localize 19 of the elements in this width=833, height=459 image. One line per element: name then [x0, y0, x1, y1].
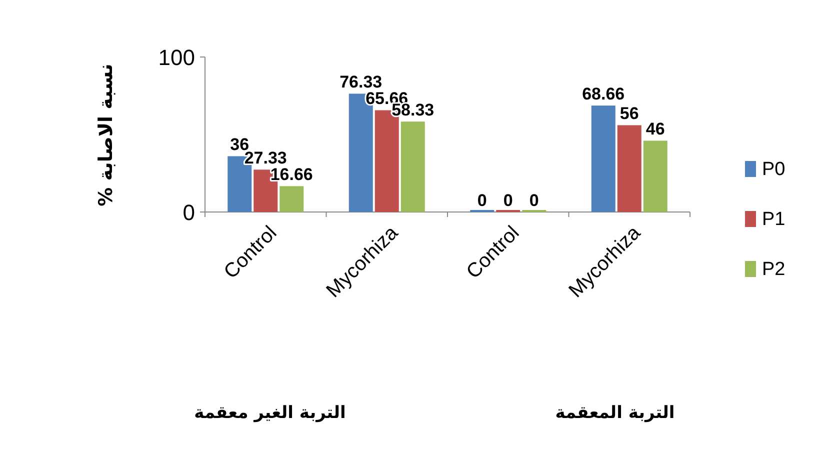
text: التربة الغير معقمة: [194, 403, 346, 423]
data-label: 68.66: [582, 84, 625, 104]
legend-label: P1: [762, 209, 786, 230]
bar: [400, 122, 425, 212]
bar: [280, 186, 304, 212]
bar: [591, 106, 616, 212]
bar: [643, 140, 668, 212]
data-label: 0: [529, 191, 539, 210]
y-tick-label: 100: [158, 45, 195, 70]
legend-label: P0: [762, 159, 786, 180]
legend-label: P2: [762, 259, 786, 280]
bar: [617, 125, 642, 212]
y-axis-title: نسبة الاصابة %: [95, 64, 117, 206]
data-label: 46: [646, 120, 665, 139]
data-label: 76.33: [340, 72, 382, 92]
data-label: 0: [477, 191, 487, 210]
data-label: 0: [503, 191, 513, 210]
data-label: 56: [620, 104, 639, 124]
text: التربة المعقمة: [555, 403, 675, 423]
